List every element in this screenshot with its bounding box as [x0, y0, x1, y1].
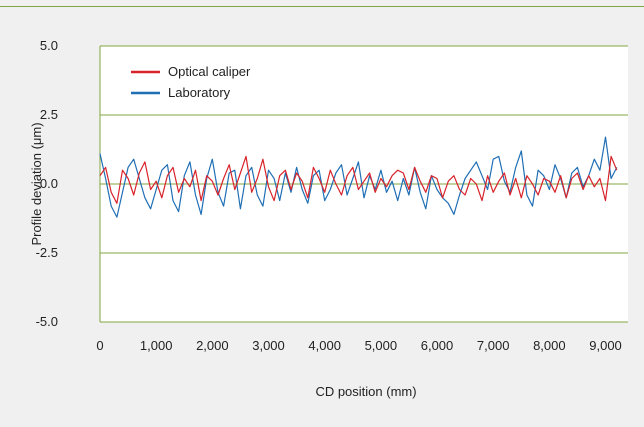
- series-layer: [99, 136, 618, 218]
- x-tick-label: 2,000: [196, 338, 229, 353]
- y-tick-label: 2.5: [40, 107, 58, 122]
- x-tick-label: 1,000: [140, 338, 173, 353]
- x-tick-label: 6,000: [421, 338, 454, 353]
- legend-label-laboratory: Laboratory: [168, 85, 231, 100]
- y-tick-label: -2.5: [36, 245, 58, 260]
- y-tick-label: 5.0: [40, 38, 58, 53]
- y-axis-ticks: 5.0 2.5 0.0 -2.5 -5.0: [36, 38, 58, 329]
- series-line-laboratory: [99, 136, 618, 218]
- legend: Optical caliper Laboratory: [131, 64, 251, 100]
- y-tick-label: -5.0: [36, 314, 58, 329]
- x-tick-label: 5,000: [365, 338, 398, 353]
- x-tick-label: 7,000: [477, 338, 510, 353]
- x-tick-label: 8,000: [533, 338, 566, 353]
- x-tick-label: 9,000: [589, 338, 622, 353]
- series-line-optical-caliper: [99, 155, 618, 204]
- y-axis-title: Profile deviation (μm): [29, 122, 44, 245]
- y-tick-label: 0.0: [40, 176, 58, 191]
- x-axis-ticks: 0 1,000 2,000 3,000 4,000 5,000 6,000 7,000 8,00…: [96, 338, 621, 353]
- x-tick-label: 4,000: [308, 338, 341, 353]
- x-axis-title: CD position (mm): [315, 384, 416, 399]
- top-rule: [0, 6, 644, 7]
- x-tick-label: 3,000: [252, 338, 285, 353]
- legend-label-optical-caliper: Optical caliper: [168, 64, 251, 79]
- x-tick-label: 0: [96, 338, 103, 353]
